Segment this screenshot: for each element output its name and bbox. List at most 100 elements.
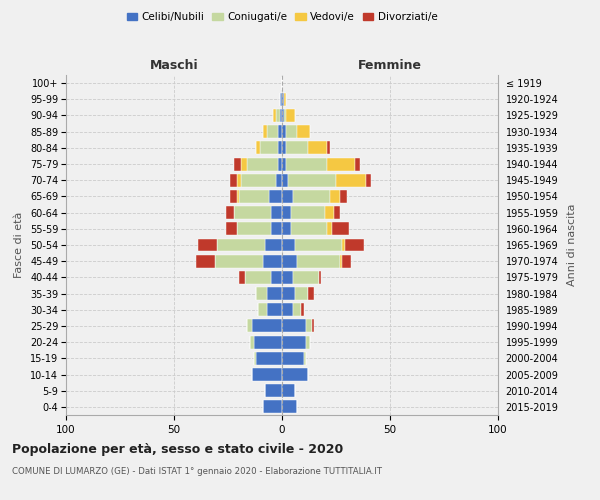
- Bar: [282, 206, 290, 219]
- Bar: [334, 206, 340, 219]
- Bar: [235, 158, 241, 170]
- Bar: [275, 174, 282, 186]
- Bar: [282, 142, 286, 154]
- Bar: [282, 384, 295, 397]
- Bar: [226, 222, 236, 235]
- Bar: [226, 206, 235, 219]
- Text: COMUNE DI LUMARZO (GE) - Dati ISTAT 1° gennaio 2020 - Elaborazione TUTTITALIA.IT: COMUNE DI LUMARZO (GE) - Dati ISTAT 1° g…: [12, 468, 382, 476]
- Bar: [343, 238, 344, 252]
- Bar: [282, 125, 286, 138]
- Bar: [271, 222, 282, 235]
- Bar: [293, 190, 329, 203]
- Bar: [260, 142, 278, 154]
- Bar: [344, 238, 364, 252]
- Bar: [282, 254, 297, 268]
- Bar: [336, 174, 366, 186]
- Bar: [236, 190, 239, 203]
- Bar: [263, 254, 282, 268]
- Bar: [328, 158, 355, 170]
- Bar: [236, 174, 241, 186]
- Bar: [282, 93, 284, 106]
- Bar: [254, 352, 256, 365]
- Bar: [343, 254, 351, 268]
- Bar: [282, 109, 284, 122]
- Bar: [265, 384, 282, 397]
- Bar: [301, 304, 304, 316]
- Bar: [280, 93, 282, 106]
- Bar: [306, 336, 310, 348]
- Bar: [290, 206, 325, 219]
- Bar: [355, 158, 360, 170]
- Bar: [284, 93, 286, 106]
- Bar: [271, 271, 282, 284]
- Bar: [256, 142, 260, 154]
- Bar: [282, 271, 293, 284]
- Bar: [241, 174, 275, 186]
- Bar: [239, 271, 245, 284]
- Bar: [282, 368, 308, 381]
- Bar: [286, 109, 295, 122]
- Bar: [252, 368, 282, 381]
- Bar: [295, 287, 308, 300]
- Bar: [329, 190, 340, 203]
- Bar: [340, 254, 343, 268]
- Bar: [215, 254, 263, 268]
- Bar: [230, 190, 236, 203]
- Bar: [328, 222, 332, 235]
- Bar: [267, 125, 278, 138]
- Bar: [282, 190, 293, 203]
- Bar: [250, 336, 254, 348]
- Bar: [282, 158, 286, 170]
- Bar: [306, 320, 312, 332]
- Bar: [282, 287, 295, 300]
- Bar: [295, 238, 343, 252]
- Bar: [293, 271, 319, 284]
- Bar: [328, 142, 329, 154]
- Bar: [247, 158, 278, 170]
- Bar: [235, 206, 271, 219]
- Bar: [284, 109, 286, 122]
- Bar: [308, 142, 328, 154]
- Bar: [247, 320, 252, 332]
- Bar: [245, 271, 271, 284]
- Bar: [258, 304, 267, 316]
- Bar: [297, 254, 340, 268]
- Bar: [290, 222, 328, 235]
- Bar: [286, 125, 297, 138]
- Bar: [230, 174, 236, 186]
- Bar: [217, 238, 265, 252]
- Bar: [254, 336, 282, 348]
- Bar: [256, 352, 282, 365]
- Y-axis label: Fasce di età: Fasce di età: [14, 212, 25, 278]
- Bar: [278, 125, 282, 138]
- Bar: [289, 174, 336, 186]
- Y-axis label: Anni di nascita: Anni di nascita: [567, 204, 577, 286]
- Bar: [263, 400, 282, 413]
- Bar: [308, 287, 314, 300]
- Bar: [271, 206, 282, 219]
- Bar: [275, 109, 280, 122]
- Bar: [319, 271, 321, 284]
- Bar: [269, 190, 282, 203]
- Bar: [282, 400, 297, 413]
- Bar: [280, 109, 282, 122]
- Bar: [282, 320, 306, 332]
- Bar: [286, 142, 308, 154]
- Bar: [286, 158, 328, 170]
- Bar: [282, 174, 289, 186]
- Bar: [198, 238, 217, 252]
- Bar: [265, 238, 282, 252]
- Bar: [282, 352, 304, 365]
- Bar: [340, 190, 347, 203]
- Bar: [332, 222, 349, 235]
- Bar: [297, 125, 310, 138]
- Bar: [325, 206, 334, 219]
- Bar: [312, 320, 314, 332]
- Text: Popolazione per età, sesso e stato civile - 2020: Popolazione per età, sesso e stato civil…: [12, 442, 343, 456]
- Bar: [278, 142, 282, 154]
- Bar: [236, 222, 271, 235]
- Bar: [274, 109, 275, 122]
- Text: Maschi: Maschi: [149, 59, 199, 72]
- Bar: [366, 174, 371, 186]
- Bar: [282, 222, 290, 235]
